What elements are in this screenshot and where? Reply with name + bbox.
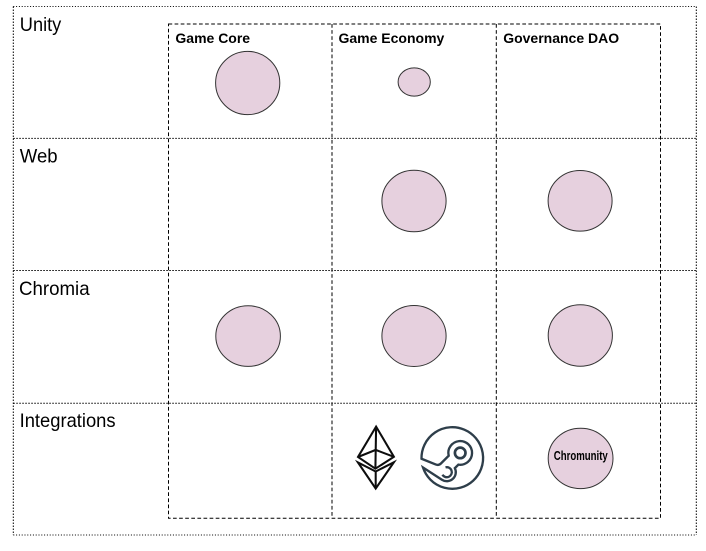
svg-text:Game Core: Game Core bbox=[175, 30, 250, 46]
svg-text:Integrations: Integrations bbox=[20, 410, 116, 432]
svg-text:Chromunity: Chromunity bbox=[554, 448, 609, 463]
svg-text:Game Economy: Game Economy bbox=[339, 30, 445, 46]
svg-text:Web: Web bbox=[20, 146, 58, 168]
svg-text:Chromia: Chromia bbox=[19, 278, 90, 300]
svg-text:Governance DAO: Governance DAO bbox=[503, 30, 619, 46]
svg-text:Unity: Unity bbox=[20, 14, 62, 36]
